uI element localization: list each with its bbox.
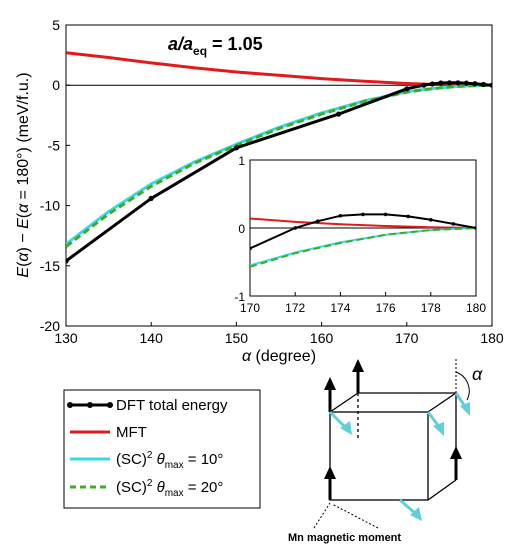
tilted-arrow-icon xyxy=(328,410,352,435)
data-point xyxy=(338,213,343,218)
legend-label-mft: MFT xyxy=(116,424,147,441)
series-line-2 xyxy=(250,227,476,268)
legend-label-sc20: (SC)2 θmax = 20° xyxy=(116,478,223,499)
x-tick-label: 174 xyxy=(330,301,350,315)
x-tick-label: 178 xyxy=(421,301,441,315)
x-tick-label: 170 xyxy=(395,330,419,346)
up-arrow-icon xyxy=(324,377,336,412)
data-point xyxy=(429,218,433,222)
tilted-arrow-icon xyxy=(399,498,422,521)
data-point xyxy=(250,246,252,251)
data-point xyxy=(446,80,452,86)
data-point xyxy=(336,111,342,117)
cube-diagram: α Mn magnetic moment xyxy=(288,358,483,544)
data-point xyxy=(429,81,435,87)
main-series-group xyxy=(66,51,492,264)
legend-item-dft: DFT total energy xyxy=(67,397,228,414)
y-tick-label: 0 xyxy=(238,222,245,236)
data-point xyxy=(463,80,470,86)
data-point xyxy=(472,81,478,87)
x-tick-label: 176 xyxy=(376,301,396,315)
x-tick-label: 130 xyxy=(54,330,78,346)
y-axis-label: E(α) − E(α = 180°) (meV/f.u.) xyxy=(15,72,32,277)
legend-item-sc20: (SC)2 θmax = 20° xyxy=(70,478,223,499)
series-line-3 xyxy=(250,213,476,250)
data-point xyxy=(148,195,154,201)
data-point xyxy=(451,222,456,226)
y-tick-label: -5 xyxy=(48,137,61,153)
data-point xyxy=(406,214,411,219)
x-tick-label: 180 xyxy=(480,330,504,346)
y-tick-label: 5 xyxy=(52,17,60,33)
data-point xyxy=(293,226,298,230)
data-point xyxy=(383,212,388,217)
y-tick-label: 1 xyxy=(238,154,245,168)
inset-series-group xyxy=(250,212,476,268)
data-point xyxy=(489,82,492,88)
data-point xyxy=(361,212,365,217)
y-tick-label: -10 xyxy=(40,198,60,214)
y-tick-label: -20 xyxy=(40,318,60,334)
data-point xyxy=(233,145,239,151)
legend-label-sc10: (SC)2 θmax = 10° xyxy=(116,450,223,471)
data-point xyxy=(66,258,69,264)
annotation-ratio: a/aeq = 1.05 xyxy=(168,34,263,58)
up-arrow-icon xyxy=(450,446,462,480)
y-tick-label: -1 xyxy=(234,290,245,304)
data-point xyxy=(404,86,410,92)
data-point xyxy=(455,80,461,86)
x-tick-label: 150 xyxy=(225,330,249,346)
x-axis-label: α (degree) xyxy=(242,348,316,365)
x-tick-label: 172 xyxy=(285,301,305,315)
inset-axis-ticks: 170 172 174 176 178 180 -1 0 1 xyxy=(234,154,486,315)
y-tick-label: -15 xyxy=(40,258,60,274)
legend-item-mft: MFT xyxy=(70,424,147,441)
angle-indicator: α xyxy=(455,358,483,401)
data-point xyxy=(480,81,487,88)
legend-item-sc10: (SC)2 θmax = 10° xyxy=(70,450,223,471)
x-tick-label: 170 xyxy=(240,301,260,315)
angle-label: α xyxy=(472,364,483,384)
x-tick-label: 180 xyxy=(466,301,486,315)
legend-label-dft: DFT total energy xyxy=(116,397,228,414)
data-point xyxy=(316,219,320,223)
x-tick-label: 140 xyxy=(140,330,164,346)
y-tick-label: 0 xyxy=(52,77,60,93)
tilted-arrow-icon xyxy=(454,392,470,416)
inset-plot: 170 172 174 176 178 180 -1 0 1 xyxy=(234,154,486,315)
up-arrow-icon xyxy=(352,359,364,393)
x-tick-label: 160 xyxy=(310,330,334,346)
moment-caption: Mn magnetic moment xyxy=(288,532,401,544)
series-line-2 xyxy=(66,83,492,248)
data-point xyxy=(421,82,427,88)
series-line-0 xyxy=(66,51,492,87)
legend: DFT total energy MFT (SC)2 θmax = 10° (S… xyxy=(63,389,261,509)
data-point xyxy=(474,226,476,230)
legend-box xyxy=(63,389,261,509)
up-arrow-icon xyxy=(324,466,336,500)
main-axis-ticks: 130 140 150 160 170 180-20-15-10-505 xyxy=(40,17,504,346)
series-line-0 xyxy=(250,217,476,229)
tilted-arrow-icon xyxy=(426,411,444,436)
data-point xyxy=(438,80,444,86)
